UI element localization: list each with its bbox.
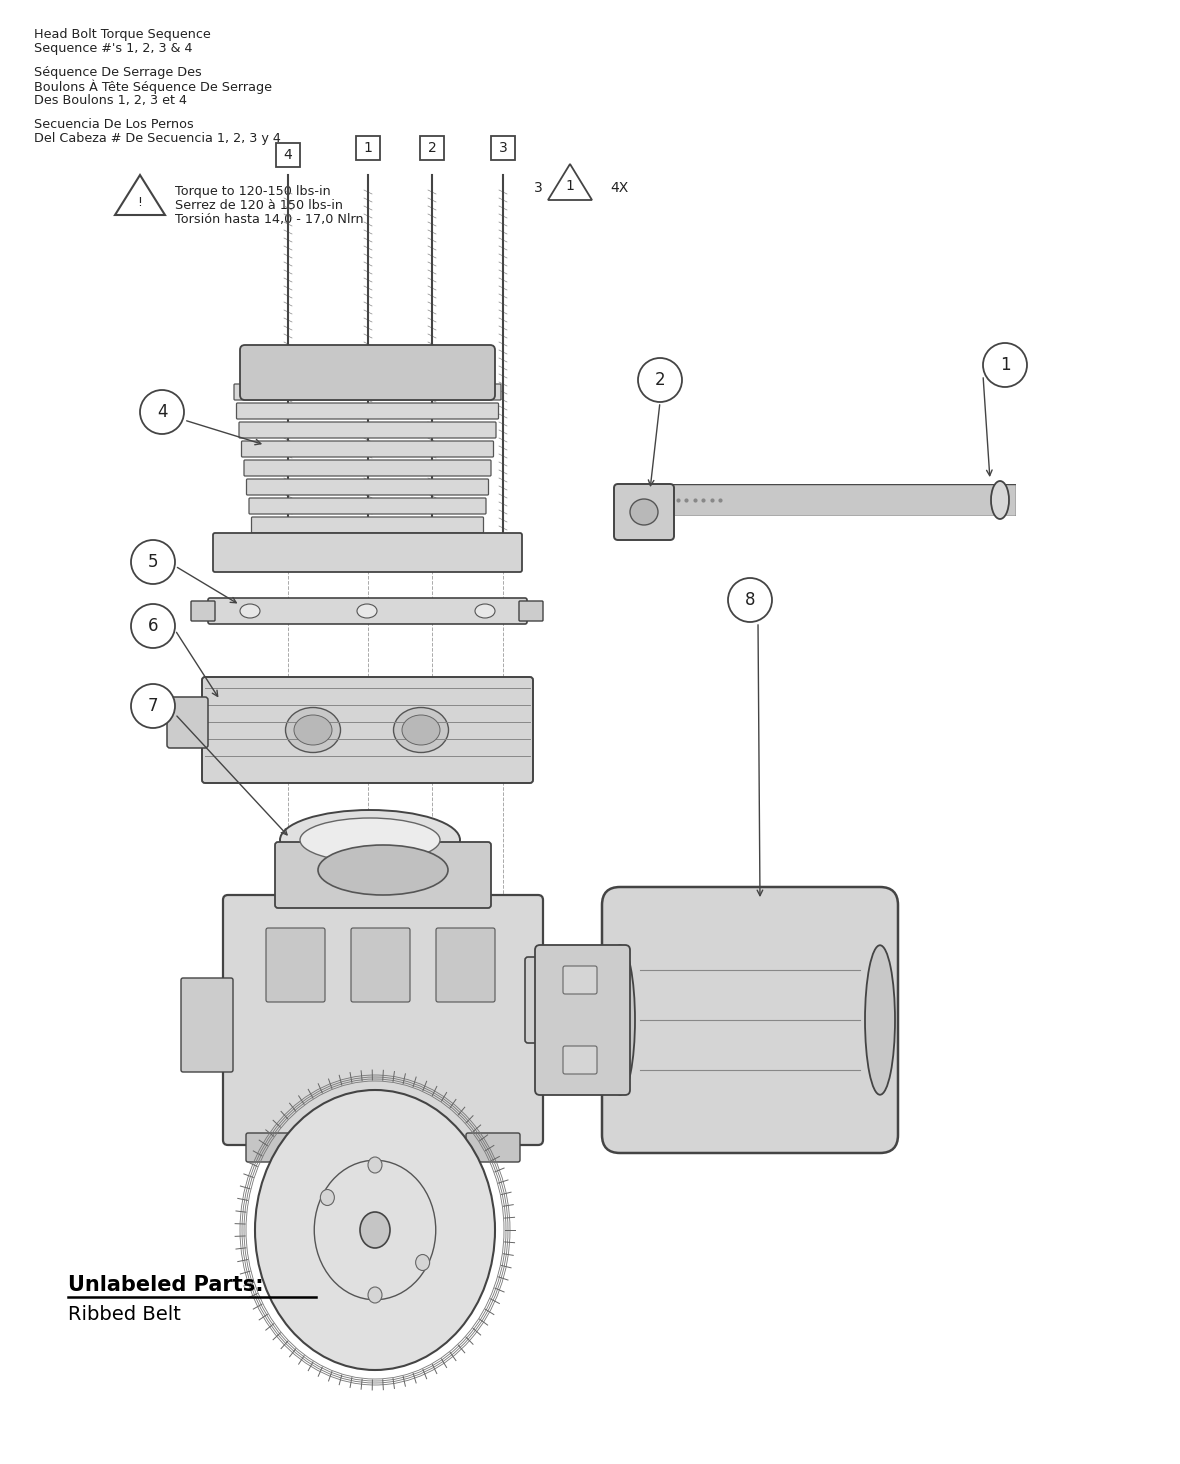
Text: Ribbed Belt: Ribbed Belt: [68, 1304, 181, 1323]
Ellipse shape: [255, 1091, 494, 1370]
FancyBboxPatch shape: [525, 957, 581, 1042]
Text: !: !: [138, 196, 143, 208]
FancyBboxPatch shape: [614, 485, 674, 540]
Circle shape: [131, 605, 175, 649]
FancyBboxPatch shape: [249, 498, 486, 514]
Text: 4: 4: [157, 403, 168, 422]
Text: Unlabeled Parts:: Unlabeled Parts:: [68, 1275, 263, 1296]
Ellipse shape: [280, 810, 460, 870]
FancyBboxPatch shape: [181, 978, 232, 1072]
FancyBboxPatch shape: [208, 597, 527, 624]
Circle shape: [638, 359, 682, 403]
Circle shape: [140, 389, 184, 433]
Ellipse shape: [476, 605, 494, 618]
Text: Boulons À Tête Séquence De Serrage: Boulons À Tête Séquence De Serrage: [34, 81, 273, 94]
Circle shape: [728, 578, 772, 622]
FancyBboxPatch shape: [563, 966, 597, 994]
FancyBboxPatch shape: [245, 1133, 300, 1162]
Ellipse shape: [605, 946, 635, 1095]
Text: 4: 4: [283, 148, 293, 163]
FancyBboxPatch shape: [244, 460, 491, 476]
Text: Del Cabeza # De Secuencia 1, 2, 3 y 4: Del Cabeza # De Secuencia 1, 2, 3 y 4: [34, 132, 281, 145]
Text: Torque to 120-150 lbs-in: Torque to 120-150 lbs-in: [175, 184, 330, 198]
FancyBboxPatch shape: [275, 842, 491, 908]
Circle shape: [131, 540, 175, 584]
Ellipse shape: [630, 499, 658, 526]
Text: Serrez de 120 à 150 lbs-in: Serrez de 120 à 150 lbs-in: [175, 199, 343, 212]
Text: 8: 8: [745, 591, 755, 609]
FancyBboxPatch shape: [491, 136, 514, 160]
Circle shape: [983, 343, 1027, 386]
Text: Des Boulons 1, 2, 3 et 4: Des Boulons 1, 2, 3 et 4: [34, 94, 186, 107]
FancyBboxPatch shape: [240, 346, 494, 400]
Text: Torsión hasta 14,0 - 17,0 Nlrn: Torsión hasta 14,0 - 17,0 Nlrn: [175, 212, 363, 225]
FancyBboxPatch shape: [202, 676, 533, 783]
Text: 2: 2: [427, 141, 437, 155]
FancyBboxPatch shape: [266, 928, 324, 1001]
Ellipse shape: [415, 1255, 430, 1271]
Text: 3: 3: [499, 141, 507, 155]
Ellipse shape: [991, 482, 1009, 520]
Text: Séquence De Serrage Des: Séquence De Serrage Des: [34, 66, 202, 79]
Ellipse shape: [317, 845, 448, 895]
FancyBboxPatch shape: [276, 143, 300, 167]
FancyBboxPatch shape: [420, 136, 444, 160]
Ellipse shape: [286, 707, 341, 752]
Ellipse shape: [865, 946, 894, 1095]
FancyBboxPatch shape: [435, 928, 494, 1001]
Text: Sequence #'s 1, 2, 3 & 4: Sequence #'s 1, 2, 3 & 4: [34, 42, 192, 56]
Text: 1: 1: [363, 141, 373, 155]
Text: 1: 1: [565, 179, 575, 193]
FancyBboxPatch shape: [466, 1133, 520, 1162]
Text: 1: 1: [999, 356, 1010, 373]
FancyBboxPatch shape: [223, 895, 543, 1145]
Ellipse shape: [402, 714, 440, 745]
FancyBboxPatch shape: [214, 533, 522, 572]
FancyBboxPatch shape: [563, 1045, 597, 1075]
Circle shape: [131, 684, 175, 728]
FancyBboxPatch shape: [350, 928, 409, 1001]
FancyBboxPatch shape: [242, 441, 493, 457]
FancyBboxPatch shape: [168, 697, 208, 748]
Text: Head Bolt Torque Sequence: Head Bolt Torque Sequence: [34, 28, 211, 41]
FancyBboxPatch shape: [234, 384, 502, 400]
FancyBboxPatch shape: [602, 887, 898, 1154]
FancyBboxPatch shape: [356, 136, 380, 160]
Ellipse shape: [294, 714, 332, 745]
Ellipse shape: [368, 1157, 382, 1173]
Ellipse shape: [240, 605, 260, 618]
Ellipse shape: [368, 1287, 382, 1303]
Ellipse shape: [393, 707, 448, 752]
Text: Secuencia De Los Pernos: Secuencia De Los Pernos: [34, 117, 194, 130]
FancyBboxPatch shape: [247, 479, 489, 495]
Ellipse shape: [358, 605, 376, 618]
Text: 6: 6: [148, 616, 158, 635]
FancyBboxPatch shape: [519, 602, 543, 621]
FancyBboxPatch shape: [191, 602, 215, 621]
FancyBboxPatch shape: [236, 403, 498, 419]
Text: 5: 5: [148, 553, 158, 571]
Text: 2: 2: [655, 370, 666, 389]
FancyBboxPatch shape: [535, 944, 630, 1095]
Text: 7: 7: [148, 697, 158, 714]
FancyBboxPatch shape: [240, 422, 496, 438]
Ellipse shape: [320, 1189, 334, 1205]
Text: 4X: 4X: [610, 182, 628, 195]
Ellipse shape: [360, 1212, 391, 1247]
FancyBboxPatch shape: [251, 517, 484, 533]
Ellipse shape: [300, 818, 440, 862]
Text: 3: 3: [533, 182, 543, 195]
